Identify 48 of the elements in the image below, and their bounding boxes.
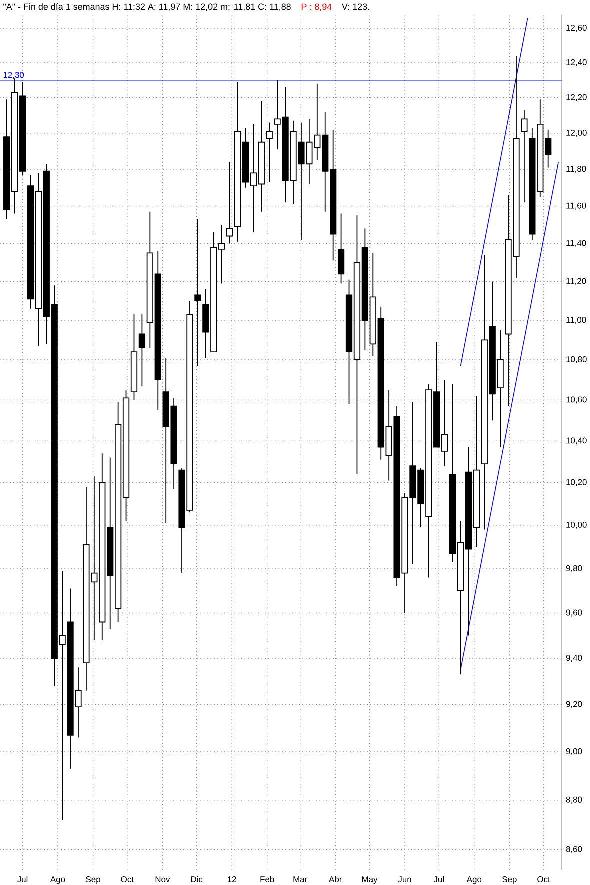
x-tick-label: Jul: [434, 876, 444, 883]
candlestick: [521, 110, 528, 204]
candlestick: [138, 314, 146, 387]
y-tick-label: 9,80: [566, 565, 582, 572]
x-tick-label: Abr: [329, 876, 342, 883]
chart-title: "A" - Fin de día 1 semanas H: 11:32 A: 11,97 M: 12,02 m: 11,81 C: 11,88: [4, 3, 291, 12]
x-tick-label: Oct: [121, 876, 134, 883]
text: P : 8,94: [302, 4, 332, 12]
y-tick-label: 8,60: [566, 846, 582, 854]
candlestick: [130, 314, 138, 401]
y-tick-label: 9,60: [566, 610, 582, 617]
y-tick-label: 12,20: [566, 94, 587, 102]
x-tick-label: Nov: [156, 876, 170, 883]
text: V: 123.: [342, 4, 370, 10]
x-tick-label: Feb: [260, 876, 274, 883]
x-tick-label: Ago: [50, 876, 66, 884]
y-tick-label: 12,00: [566, 130, 587, 137]
candlestick: [194, 218, 202, 366]
y-tick-label: 8,80: [566, 796, 582, 804]
y-tick-label: 9,40: [566, 655, 582, 662]
x-tick-label: Ago: [466, 876, 482, 884]
x-tick-label: Sep: [502, 876, 517, 884]
y-tick-label: 12,40: [566, 59, 587, 66]
x-tick-label: Oct: [538, 876, 550, 883]
y-tick-label: 10,80: [566, 356, 587, 364]
y-tick-label: 10,00: [566, 522, 587, 529]
y-tick-label: 11,60: [566, 202, 586, 210]
y-tick-label: 10,60: [566, 396, 587, 404]
candlestick: [226, 162, 234, 244]
x-tick-label: Mar: [294, 876, 308, 883]
x-tick-label: Dic: [191, 876, 203, 883]
y-tick-label: 10,20: [566, 479, 587, 486]
y-tick-label: 11,00: [566, 317, 586, 324]
candlestick: [266, 122, 273, 183]
candlestick: [338, 213, 345, 284]
x-tick-label: 12: [228, 876, 236, 882]
y-tick-label: 11,40: [566, 240, 586, 248]
x-tick-label: May: [362, 876, 378, 884]
ref-line-label: 12,30: [4, 72, 24, 80]
x-tick-label: Jul: [17, 876, 28, 883]
x-tick-label: Sep: [86, 876, 100, 884]
x-tick-label: Jun: [398, 876, 412, 883]
y-tick-label: 11,20: [566, 278, 586, 286]
y-tick-label: 9,00: [566, 748, 582, 756]
y-tick-label: 12,60: [566, 25, 587, 32]
y-tick-label: 9,20: [566, 701, 582, 708]
y-tick-label: 11,80: [566, 166, 586, 174]
y-tick-label: 10,40: [566, 438, 587, 445]
